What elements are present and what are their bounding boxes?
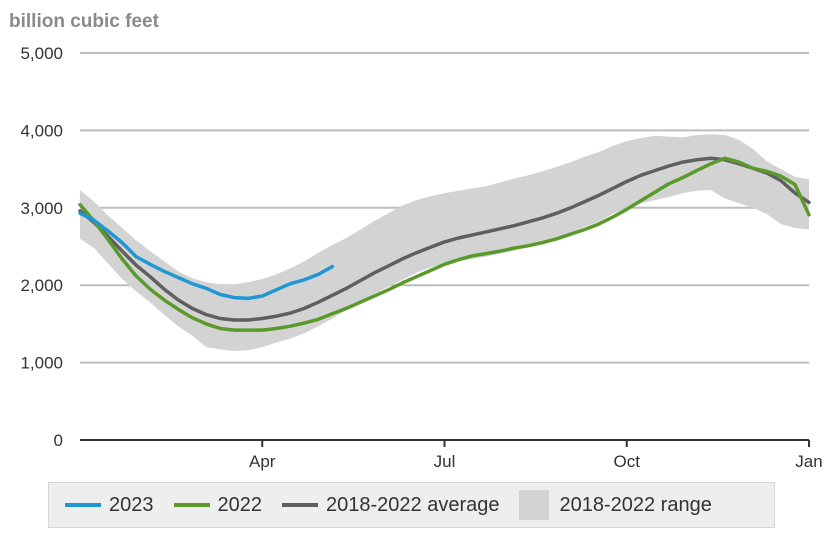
x-tick-label-oct: Oct bbox=[614, 452, 641, 471]
series-lines-layer bbox=[78, 156, 811, 332]
y-tick-label-0: 0 bbox=[54, 431, 63, 450]
legend-item-range: 2018-2022 range bbox=[519, 490, 712, 520]
x-tick-labels: Apr Jul Oct Jan bbox=[249, 452, 823, 471]
x-axis bbox=[80, 439, 810, 447]
legend-swatch-range bbox=[519, 490, 550, 520]
legend: 2023 2022 2018-2022 average 2018-2022 ra… bbox=[48, 482, 775, 528]
y-tick-label-2000: 2,000 bbox=[20, 276, 63, 295]
y-tick-label-3000: 3,000 bbox=[20, 199, 63, 218]
legend-swatch-average bbox=[282, 503, 318, 507]
x-tick-label-jul: Jul bbox=[434, 452, 456, 471]
legend-label-range: 2018-2022 range bbox=[559, 493, 712, 516]
legend-item-2022: 2022 bbox=[173, 493, 263, 517]
y-tick-label-4000: 4,000 bbox=[20, 121, 63, 140]
legend-item-2023: 2023 bbox=[65, 494, 154, 517]
x-tick-label-jan: Jan bbox=[795, 452, 822, 471]
legend-label-2022: 2022 bbox=[217, 493, 263, 516]
series-line-average bbox=[78, 156, 811, 322]
series-line-2023 bbox=[78, 211, 335, 301]
y-tick-label-5000: 5,000 bbox=[20, 44, 63, 63]
x-tick-label-apr: Apr bbox=[249, 452, 276, 471]
legend-label-2023: 2023 bbox=[109, 493, 154, 516]
legend-swatch-2022 bbox=[173, 503, 210, 507]
legend-item-average: 2018-2022 average bbox=[282, 494, 499, 517]
y-tick-label-1000: 1,000 bbox=[20, 354, 63, 373]
y-tick-labels: 0 1,000 2,000 3,000 4,000 5,000 bbox=[20, 44, 63, 450]
legend-label-average: 2018-2022 average bbox=[326, 493, 500, 516]
legend-swatch-2023 bbox=[65, 503, 101, 507]
y-axis-label: billion cubic feet bbox=[9, 11, 160, 32]
series-line-2022 bbox=[78, 156, 811, 332]
